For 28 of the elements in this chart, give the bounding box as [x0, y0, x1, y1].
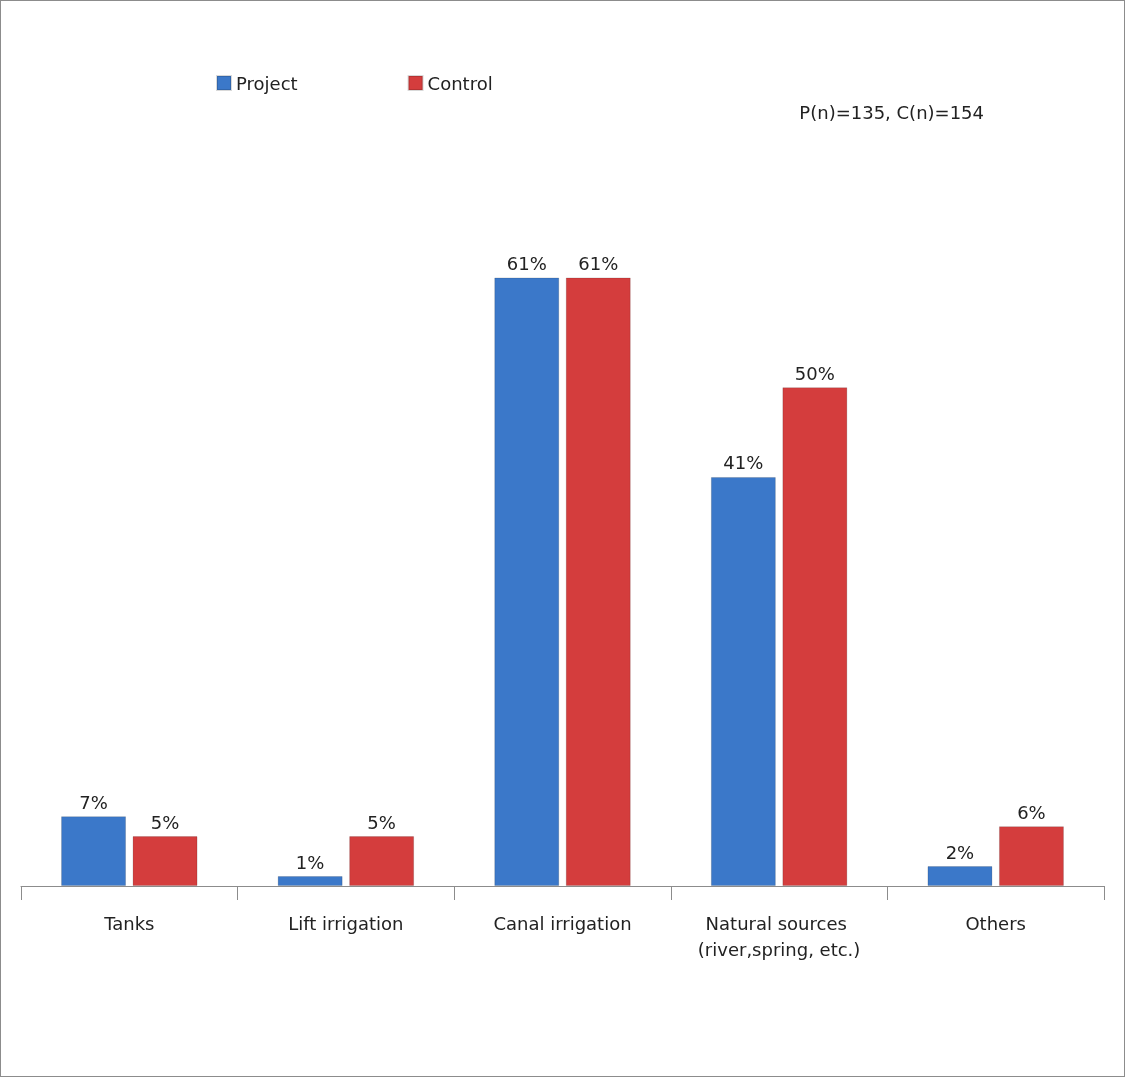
legend-label: Control — [427, 72, 493, 94]
bar — [494, 277, 560, 886]
x-tick-label: Lift irrigation — [288, 912, 404, 934]
bar — [565, 277, 631, 886]
bar — [132, 836, 198, 886]
bar — [782, 387, 848, 886]
data-label: 41% — [723, 452, 764, 474]
legend-label: Project — [236, 72, 298, 94]
data-label: 5% — [150, 811, 180, 833]
x-tick-label: Others — [965, 912, 1026, 934]
bar — [277, 876, 343, 886]
text: P(n)=135, C(n)=154 — [799, 101, 985, 123]
data-label: 5% — [367, 811, 396, 833]
x-tick-label: Canal irrigation — [493, 912, 632, 934]
data-label: 2% — [945, 841, 975, 863]
data-label: 7% — [79, 791, 108, 813]
x-tick-label: Natural sources (river,spring, etc.) — [697, 912, 861, 960]
data-label: 6% — [1017, 801, 1046, 823]
data-label: 1% — [295, 851, 325, 873]
x-tick-label: Tanks — [103, 912, 155, 934]
data-label: 50% — [794, 362, 835, 384]
data-label: 61% — [506, 252, 547, 274]
bar — [61, 816, 127, 886]
bar — [927, 866, 993, 886]
bar — [998, 826, 1064, 886]
bar — [349, 836, 415, 886]
bar — [710, 476, 776, 886]
data-label: 61% — [578, 252, 619, 274]
